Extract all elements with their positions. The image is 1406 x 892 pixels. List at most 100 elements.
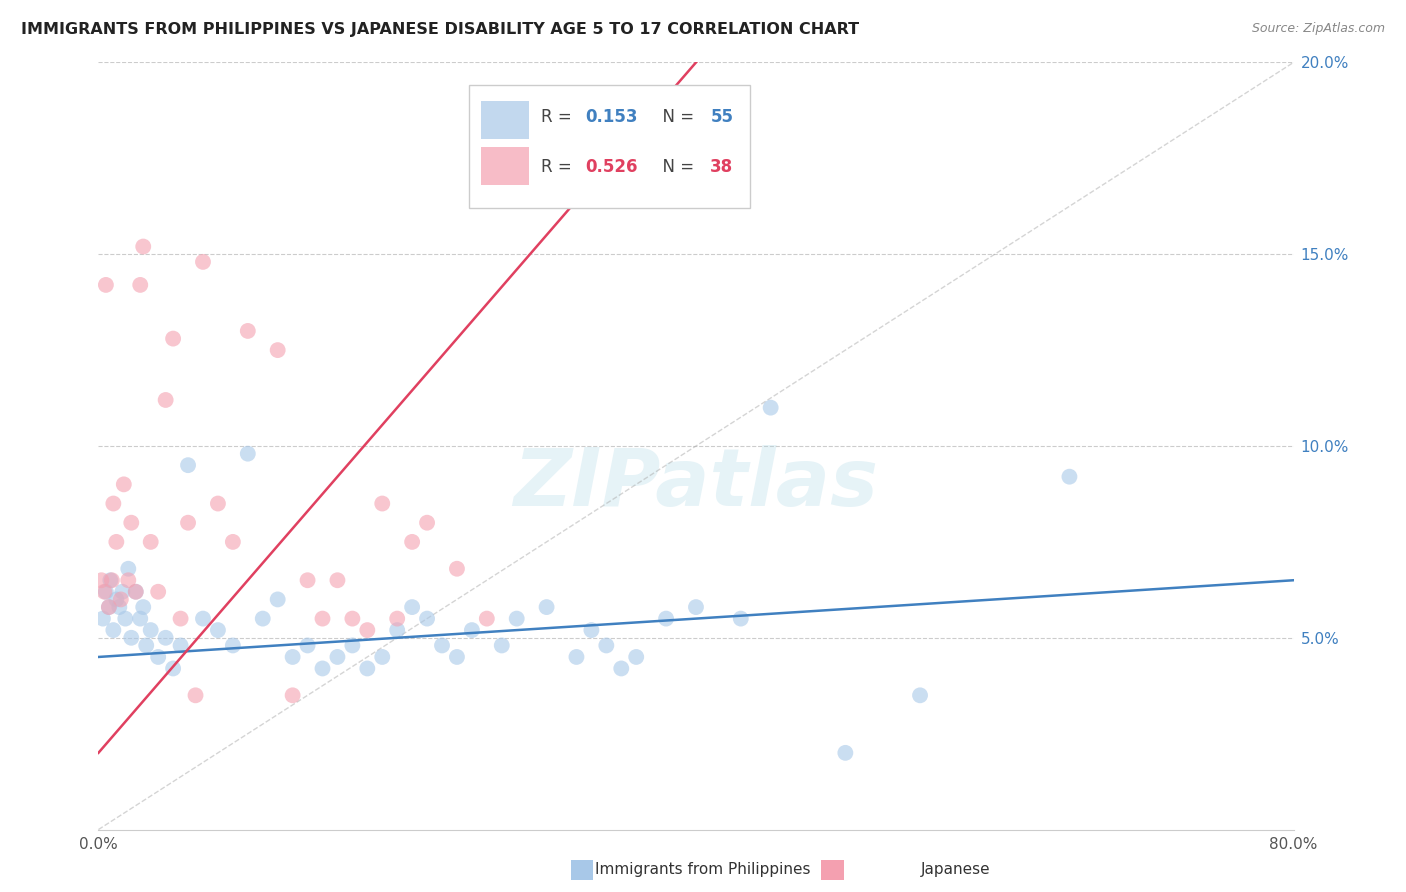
FancyBboxPatch shape (470, 86, 749, 208)
Point (595, 639, 617, 653)
Bar (481, 147, 529, 186)
Point (1059, 469, 1081, 483)
Point (184, 689, 207, 703)
Point (135, 639, 157, 653)
Point (112, 477, 135, 491)
Point (281, 649, 304, 664)
Point (475, 612, 498, 626)
Point (155, 392, 177, 407)
Point (129, 612, 152, 626)
Point (908, 689, 931, 703)
Point (356, 623, 378, 637)
Point (177, 516, 200, 530)
Point (416, 612, 439, 626)
Text: Japanese: Japanese (921, 863, 991, 877)
Point (120, 631, 142, 645)
Point (252, 612, 274, 626)
Point (114, 612, 136, 626)
Point (626, 649, 648, 664)
Point (236, 447, 259, 461)
Point (103, 496, 125, 510)
Point (125, 584, 148, 599)
Point (132, 239, 155, 253)
Point (267, 592, 290, 607)
Point (120, 516, 142, 530)
Point (342, 612, 364, 626)
Point (446, 649, 468, 664)
Point (162, 661, 184, 675)
Point (401, 600, 423, 615)
Point (110, 592, 132, 607)
Point (91, 612, 114, 626)
Text: 0.153: 0.153 (585, 109, 637, 127)
Point (430, 639, 453, 653)
Point (834, 746, 856, 760)
Point (385, 612, 409, 626)
Point (326, 573, 349, 587)
Point (207, 496, 229, 510)
Point (222, 639, 245, 653)
Point (536, 600, 558, 615)
Point (385, 623, 409, 637)
Point (103, 623, 125, 637)
Point (506, 612, 529, 626)
Point (416, 516, 439, 530)
Point (132, 600, 155, 615)
Point (191, 612, 214, 626)
Text: IMMIGRANTS FROM PHILIPPINES VS JAPANESE DISABILITY AGE 5 TO 17 CORRELATION CHART: IMMIGRANTS FROM PHILIPPINES VS JAPANESE … (21, 22, 859, 37)
Point (581, 623, 603, 637)
Point (342, 639, 364, 653)
Point (101, 573, 124, 587)
Point (446, 562, 468, 576)
Point (105, 592, 128, 607)
Point (655, 612, 678, 626)
Point (139, 623, 162, 637)
Point (169, 612, 191, 626)
Point (610, 661, 633, 675)
Text: N =: N = (652, 158, 699, 177)
Point (93, 584, 115, 599)
Text: 55: 55 (710, 109, 734, 127)
Text: Immigrants from Philippines: Immigrants from Philippines (595, 863, 811, 877)
Point (129, 277, 152, 292)
Point (155, 631, 177, 645)
Point (108, 600, 131, 615)
Point (139, 534, 162, 549)
Point (491, 639, 513, 653)
Point (297, 573, 319, 587)
Point (125, 584, 148, 599)
Point (148, 649, 170, 664)
Point (371, 496, 394, 510)
Text: Source: ZipAtlas.com: Source: ZipAtlas.com (1251, 22, 1385, 36)
Point (730, 612, 752, 626)
Text: N =: N = (652, 109, 699, 127)
Point (207, 623, 229, 637)
Point (191, 255, 214, 269)
Point (371, 649, 394, 664)
Point (117, 573, 139, 587)
Point (177, 458, 200, 473)
Point (236, 324, 259, 338)
Point (297, 639, 319, 653)
Point (565, 649, 588, 664)
Text: R =: R = (541, 109, 576, 127)
Point (97, 600, 120, 615)
Point (759, 401, 782, 415)
Point (111, 584, 134, 599)
Text: 0.526: 0.526 (585, 158, 637, 177)
Point (94, 584, 117, 599)
Point (97, 600, 120, 615)
Point (685, 600, 707, 615)
Point (169, 639, 191, 653)
Point (311, 661, 333, 675)
Point (311, 612, 333, 626)
Point (98, 573, 122, 587)
Point (105, 534, 128, 549)
Point (94, 277, 117, 292)
Point (267, 343, 290, 357)
Text: ZIPatlas: ZIPatlas (513, 445, 879, 524)
Point (90, 573, 112, 587)
Point (162, 332, 184, 346)
Point (326, 649, 349, 664)
Text: 38: 38 (710, 158, 734, 177)
